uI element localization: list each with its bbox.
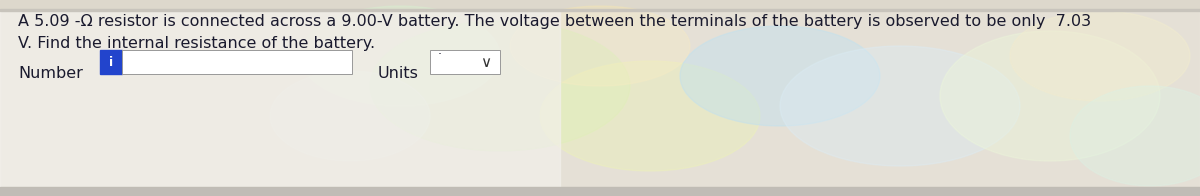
FancyBboxPatch shape <box>122 50 352 74</box>
Text: A 5.09 -Ω resistor is connected across a 9.00-V battery. The voltage between the: A 5.09 -Ω resistor is connected across a… <box>18 14 1091 29</box>
Ellipse shape <box>270 71 430 161</box>
Text: Units: Units <box>378 66 419 81</box>
Ellipse shape <box>540 61 760 171</box>
FancyBboxPatch shape <box>100 50 122 74</box>
Ellipse shape <box>680 26 880 126</box>
Ellipse shape <box>510 6 690 86</box>
FancyBboxPatch shape <box>430 50 500 74</box>
Ellipse shape <box>940 31 1160 161</box>
Bar <box>0 9 1200 11</box>
Ellipse shape <box>1010 11 1190 101</box>
Text: ∨: ∨ <box>480 54 492 70</box>
Ellipse shape <box>370 21 630 151</box>
Bar <box>0 11 560 188</box>
Text: i: i <box>109 55 113 68</box>
Ellipse shape <box>780 46 1020 166</box>
Text: Number: Number <box>18 66 83 81</box>
Text: V. Find the internal resistance of the battery.: V. Find the internal resistance of the b… <box>18 36 376 51</box>
Bar <box>0 188 1200 196</box>
Bar <box>0 187 1200 188</box>
Text: .: . <box>438 44 442 57</box>
Ellipse shape <box>1070 86 1200 186</box>
Ellipse shape <box>300 6 500 106</box>
